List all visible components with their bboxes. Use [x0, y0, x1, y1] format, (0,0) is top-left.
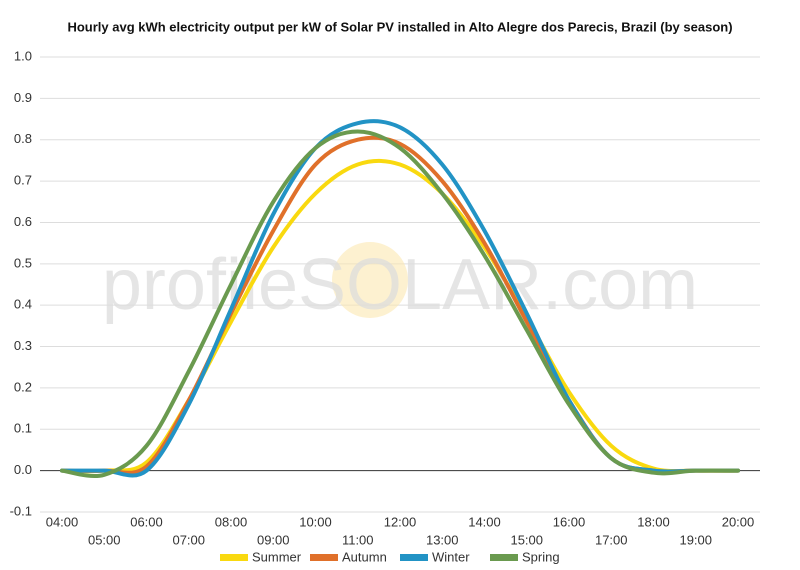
legend-swatch: [400, 554, 428, 561]
y-tick-label: 0.5: [14, 255, 32, 270]
x-tick-label: 13:00: [426, 532, 459, 547]
x-tick-label: 09:00: [257, 532, 290, 547]
y-tick-label: 0.9: [14, 90, 32, 105]
legend-swatch: [490, 554, 518, 561]
x-tick-label: 20:00: [722, 514, 755, 529]
line-series: [60, 129, 740, 478]
x-tick-label: 19:00: [679, 532, 712, 547]
watermark: profileSOLAR.com: [102, 245, 698, 325]
legend-label: Summer: [252, 549, 302, 564]
y-tick-label: 1.0: [14, 48, 32, 63]
legend-label: Spring: [522, 549, 560, 564]
y-tick-label: 0.8: [14, 131, 32, 146]
chart-title: Hourly avg kWh electricity output per kW…: [67, 19, 732, 34]
x-tick-label: 14:00: [468, 514, 501, 529]
watermark-sun: [332, 242, 408, 318]
x-tick-label: 05:00: [88, 532, 121, 547]
x-tick-label: 10:00: [299, 514, 332, 529]
y-tick-label: 0.7: [14, 173, 32, 188]
x-tick-label: 11:00: [342, 532, 374, 547]
legend-label: Winter: [432, 549, 470, 564]
y-tick-label: 0.4: [14, 297, 32, 312]
y-tick-label: 0.1: [14, 421, 32, 436]
x-tick-label: 07:00: [172, 532, 205, 547]
watermark-group: profileSOLAR.com: [102, 242, 698, 325]
legend-label: Autumn: [342, 549, 387, 564]
x-tick-label: 17:00: [595, 532, 628, 547]
x-tick-label: 04:00: [46, 514, 79, 529]
x-tick-label: 12:00: [384, 514, 417, 529]
legend-swatch: [220, 554, 248, 561]
legend-swatch: [310, 554, 338, 561]
x-tick-label: 08:00: [215, 514, 248, 529]
x-tick-label: 06:00: [130, 514, 163, 529]
y-tick-label: 0.6: [14, 214, 32, 229]
x-tick-label: 15:00: [510, 532, 543, 547]
y-tick-label: 0.3: [14, 338, 32, 353]
y-tick-label: 0.2: [14, 379, 32, 394]
y-tick-label: 0.0: [14, 462, 32, 477]
x-tick-label: 16:00: [553, 514, 586, 529]
y-tick-label: -0.1: [10, 503, 32, 518]
x-tick-label: 18:00: [637, 514, 670, 529]
